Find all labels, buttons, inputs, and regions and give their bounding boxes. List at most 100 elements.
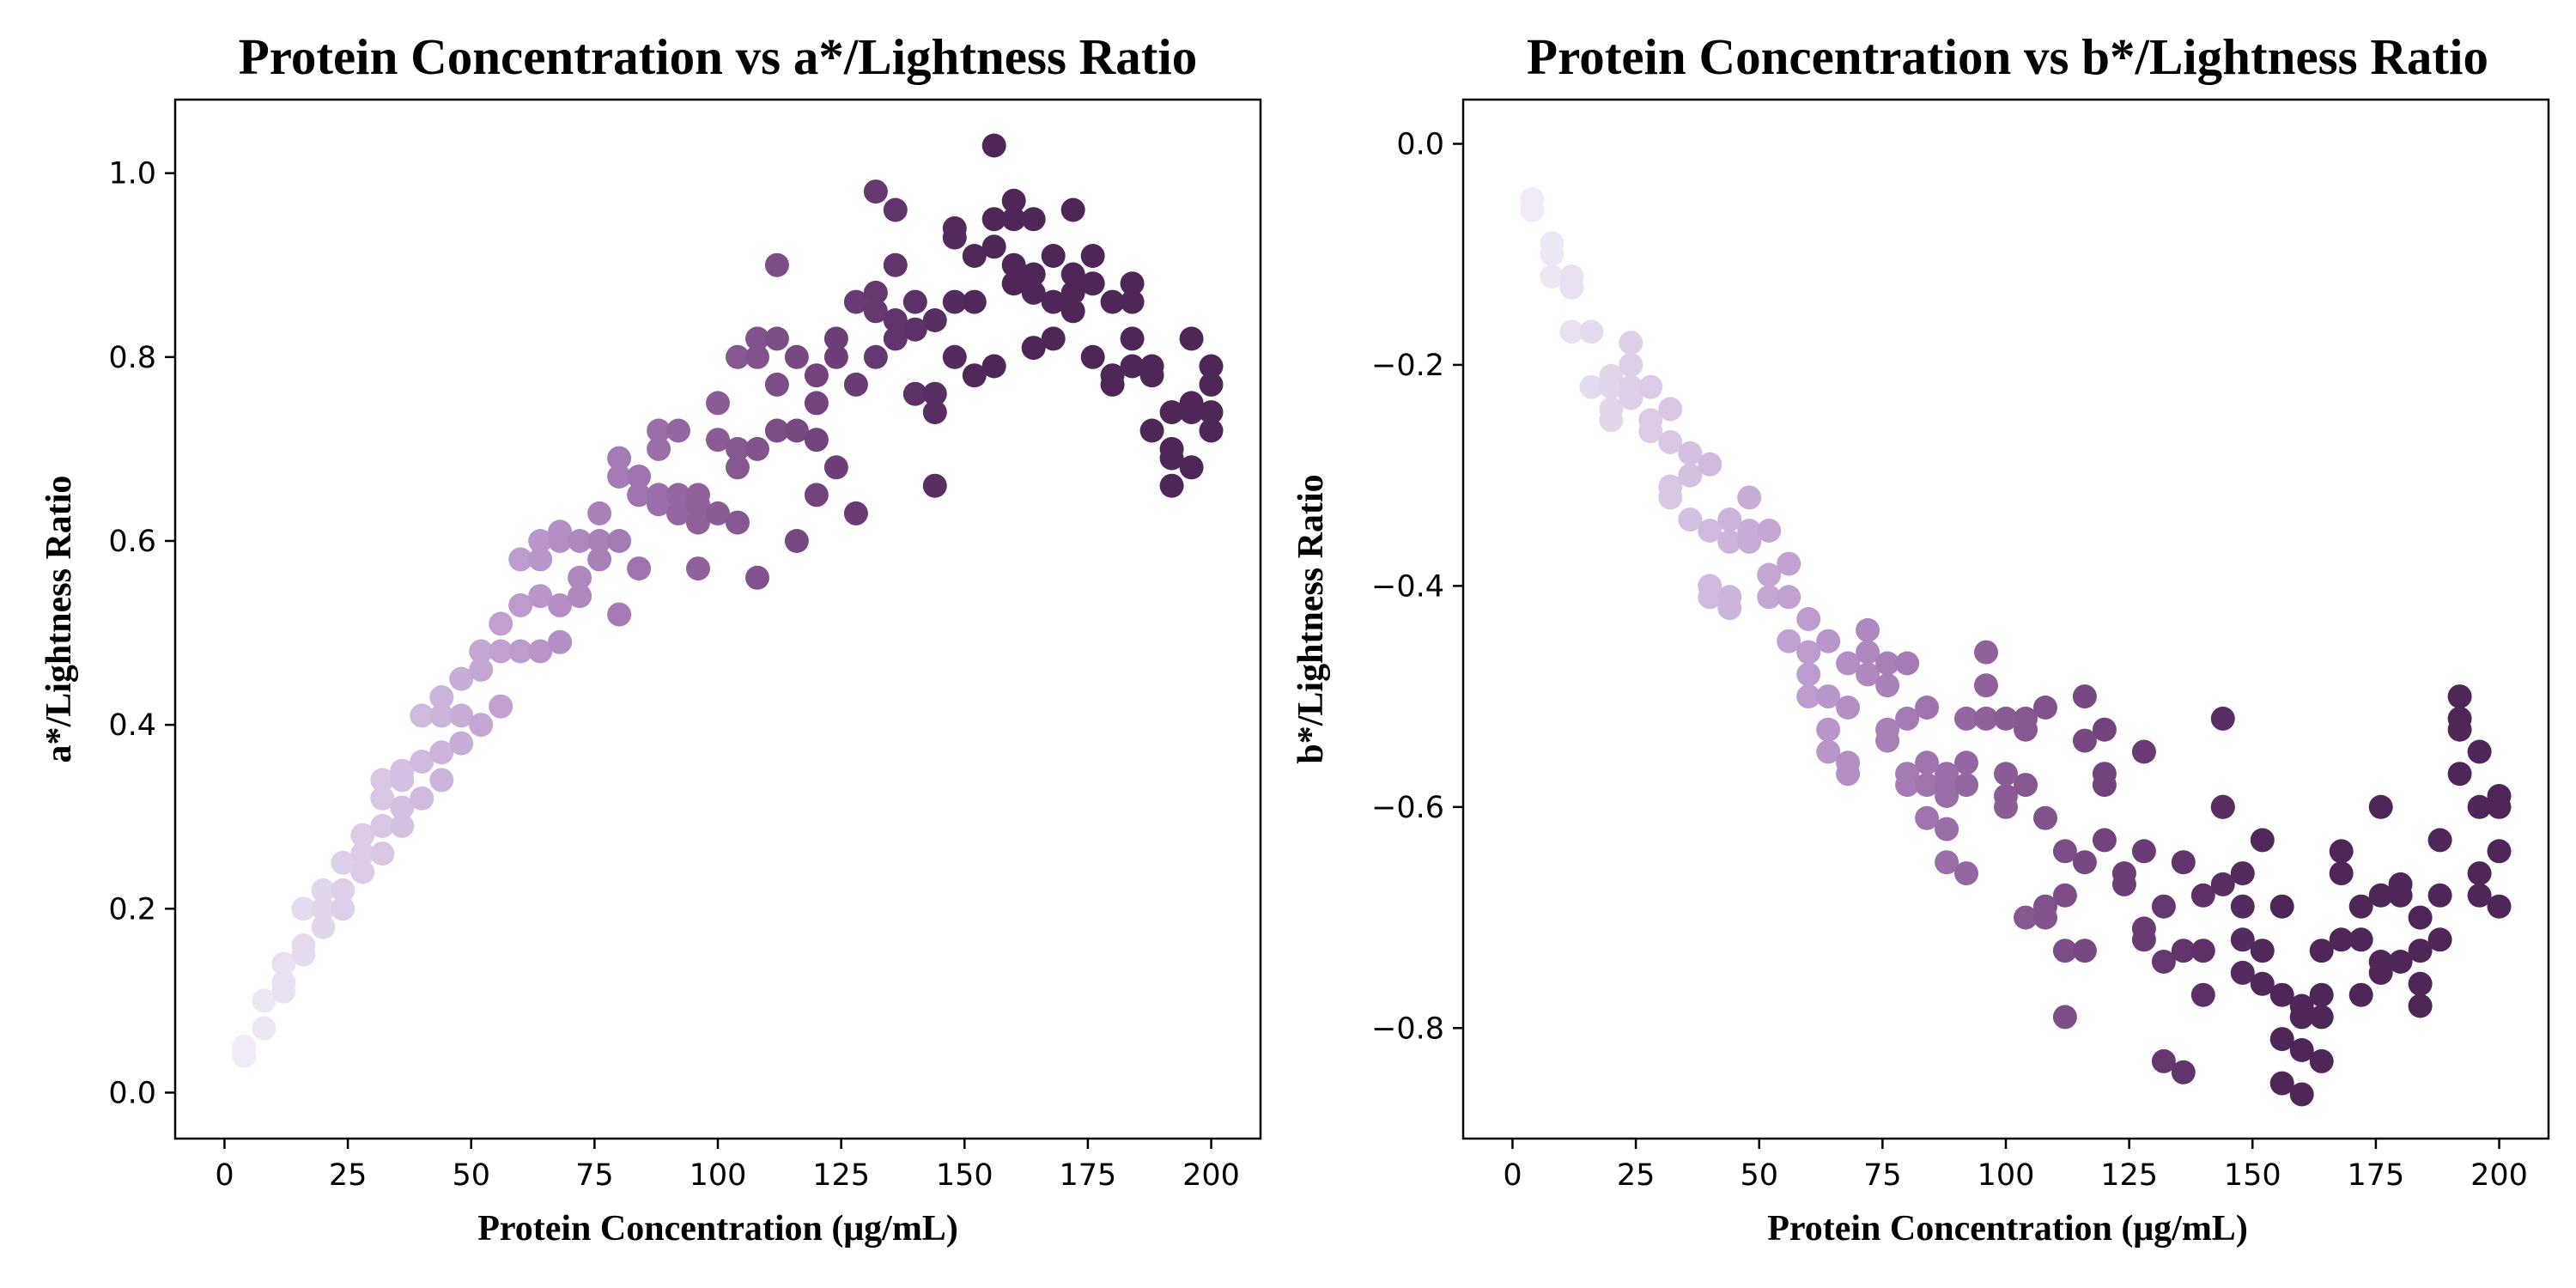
data-point — [1159, 436, 1184, 461]
x-tick-label: 150 — [936, 1158, 993, 1193]
data-point — [1816, 717, 1841, 742]
data-point — [2408, 971, 2433, 996]
data-point — [508, 592, 533, 617]
data-point — [1796, 640, 1821, 665]
data-point — [1080, 271, 1105, 296]
data-point — [331, 878, 355, 902]
data-point — [528, 584, 553, 609]
y-tick-label: −0.8 — [1371, 1012, 1444, 1046]
x-tick-label: 150 — [2224, 1158, 2281, 1193]
data-point — [2171, 850, 2196, 875]
data-point — [2408, 993, 2433, 1018]
data-point — [726, 510, 750, 535]
data-point — [1678, 463, 1703, 488]
data-point — [1895, 773, 1920, 798]
data-point — [311, 878, 336, 902]
x-tick-label: 200 — [2470, 1158, 2528, 1193]
data-point — [1619, 386, 1643, 410]
data-point — [1599, 408, 1624, 433]
data-point — [2348, 894, 2373, 919]
data-point — [1915, 750, 1940, 775]
y-axis-label: a*/Lightness Ratio — [39, 476, 79, 763]
data-point — [568, 565, 592, 590]
data-point — [962, 363, 987, 388]
data-point — [2131, 739, 2156, 764]
data-point — [548, 629, 573, 654]
data-point — [390, 758, 415, 783]
data-point — [449, 731, 474, 756]
data-point — [1875, 728, 1900, 753]
data-point — [764, 418, 789, 443]
data-point — [1974, 706, 1998, 731]
data-point — [2190, 883, 2215, 908]
data-point — [1619, 352, 1643, 377]
data-point — [1120, 354, 1145, 379]
chart-title: Protein Concentration vs b*/Lightness Ra… — [1527, 28, 2488, 85]
data-point — [2348, 982, 2373, 1007]
data-point — [2329, 861, 2354, 886]
data-point — [410, 703, 434, 728]
data-point — [2408, 939, 2433, 963]
data-point — [1199, 400, 1224, 425]
data-point — [469, 657, 494, 682]
data-point — [2033, 905, 2057, 930]
data-point — [568, 584, 592, 609]
data-point — [942, 344, 967, 369]
data-point — [2309, 982, 2334, 1007]
data-point — [2210, 706, 2235, 731]
data-point — [331, 896, 355, 921]
data-point — [922, 400, 947, 425]
data-point — [666, 483, 690, 507]
data-point — [745, 326, 769, 351]
data-point — [647, 418, 671, 443]
data-point — [2427, 927, 2452, 952]
data-point — [1658, 430, 1683, 454]
data-point — [1875, 673, 1900, 698]
data-point — [1559, 319, 1584, 344]
data-point — [1021, 336, 1046, 361]
data-point — [489, 639, 513, 664]
data-point — [607, 465, 632, 489]
data-point — [2151, 1048, 2176, 1073]
data-point — [981, 234, 1006, 259]
data-point — [2269, 1027, 2294, 1052]
data-point — [962, 244, 987, 268]
data-point — [764, 372, 789, 397]
data-point — [804, 391, 829, 416]
data-point — [2014, 773, 2038, 798]
data-point — [1159, 473, 1184, 498]
data-point — [2052, 839, 2077, 864]
data-point — [252, 988, 276, 1013]
data-point — [2230, 960, 2255, 985]
data-point — [548, 592, 573, 617]
data-point — [2210, 872, 2235, 896]
y-tick-label: 0.0 — [1396, 127, 1444, 161]
data-point — [2171, 1060, 2196, 1084]
data-point — [429, 685, 454, 709]
data-point — [607, 602, 632, 627]
data-point — [2033, 696, 2057, 720]
data-point — [1895, 651, 1920, 676]
y-tick-label: 0.4 — [108, 708, 156, 743]
data-point — [271, 951, 296, 976]
data-point — [2072, 850, 2097, 875]
data-point — [1060, 262, 1085, 287]
data-point — [350, 860, 375, 884]
data-point — [1994, 706, 2018, 731]
data-point — [1796, 662, 1821, 687]
data-point — [1021, 207, 1046, 232]
data-point — [1001, 252, 1026, 277]
data-point — [902, 317, 927, 342]
data-point — [1678, 507, 1703, 532]
y-tick-label: −0.2 — [1371, 349, 1444, 383]
data-point — [863, 299, 888, 324]
data-point — [252, 1016, 276, 1041]
data-point — [1777, 551, 1801, 576]
data-point — [942, 289, 967, 314]
data-point — [1954, 750, 1978, 775]
data-point — [1836, 651, 1861, 676]
data-point — [548, 519, 573, 544]
data-point — [1060, 280, 1085, 305]
data-point — [1717, 529, 1742, 554]
data-point — [370, 813, 395, 838]
